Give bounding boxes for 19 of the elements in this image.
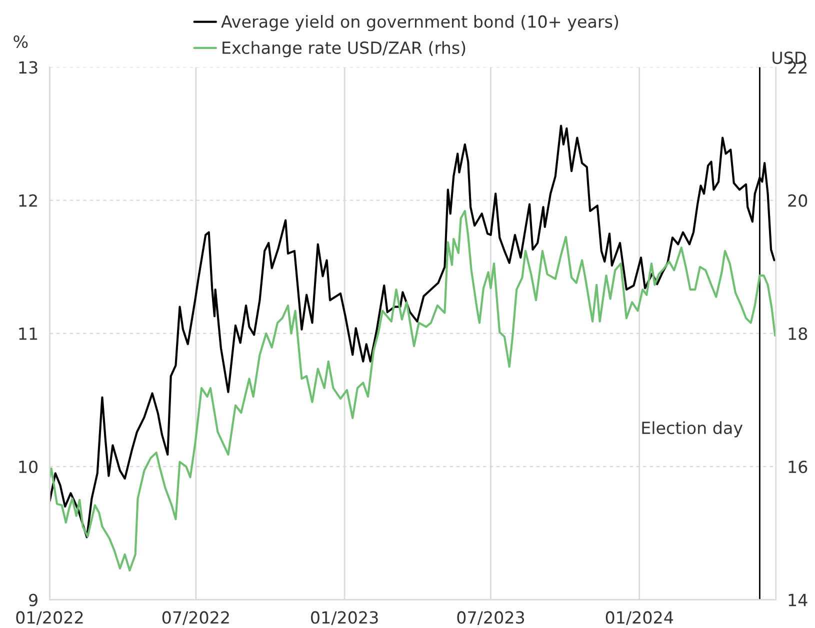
y2-tick-label: 20 — [788, 194, 808, 207]
legend-label: Average yield on government bond (10+ years) — [221, 15, 618, 32]
y-tick-label: 12 — [19, 194, 37, 207]
y2-tick-label: 14 — [788, 594, 808, 606]
legend-label: Exchange rate USD/ZAR (rhs) — [222, 41, 466, 58]
line-series — [50, 210, 776, 572]
y-tick-label: 11 — [19, 328, 38, 340]
y-axis-title: % — [14, 35, 28, 48]
y2-tick-label: 16 — [788, 460, 808, 474]
x-tick-label: 01/2023 — [311, 611, 378, 626]
y-tick-label: 9 — [29, 594, 38, 606]
y-tick-label: 10 — [19, 460, 38, 474]
x-tick-label: 07/2023 — [457, 611, 524, 626]
x-tick-label: 01/2024 — [606, 611, 674, 626]
ref-line-label: Election day — [642, 421, 743, 438]
x-tick-label: 07/2022 — [162, 611, 229, 626]
y2-tick-label: 18 — [788, 327, 808, 340]
y-tick-label: 13 — [19, 61, 38, 74]
x-tick-label: 01/2022 — [16, 611, 83, 626]
